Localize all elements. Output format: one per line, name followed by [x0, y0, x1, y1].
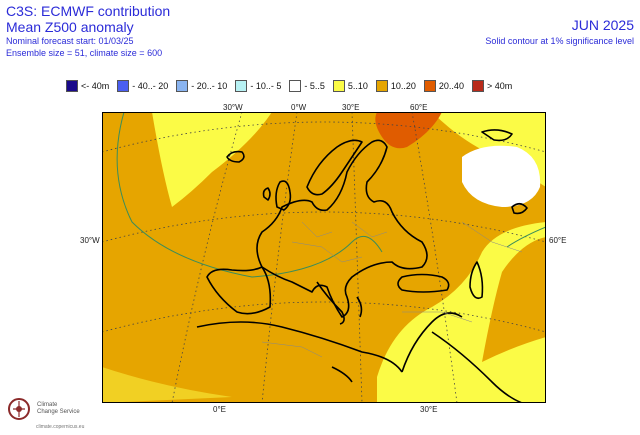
- legend-label: - 10..- 5: [250, 81, 282, 91]
- color-legend: <- 40m - 40..- 20 - 20..- 10 - 10..- 5 - 5..…: [66, 79, 520, 93]
- graticule-line-3: [351, 112, 363, 403]
- legend-item: - 5..5: [289, 80, 325, 92]
- graticule-line-5: [102, 121, 546, 153]
- legend-item: > 40m: [471, 80, 513, 92]
- lon-label-30e-top: 30°E: [342, 103, 360, 112]
- significance-contour-east: [506, 226, 546, 248]
- significance-note: Solid contour at 1% significance level: [485, 36, 634, 46]
- legend-item: 5..10: [332, 80, 368, 92]
- logo-line2: Change Service: [37, 409, 80, 415]
- legend-swatch: [176, 80, 189, 92]
- coastline-scandinavia: [306, 139, 363, 196]
- graticule-line-2: [261, 112, 298, 403]
- legend-label: <- 40m: [81, 81, 110, 91]
- coastline-greece: [356, 296, 363, 318]
- border-line-3: [351, 221, 388, 238]
- legend-swatch: [332, 80, 345, 92]
- legend-item: - 40..- 20: [117, 80, 168, 92]
- coastline-europe-main: [256, 139, 428, 318]
- lon-label-0e-bottom: 0°E: [213, 405, 226, 414]
- legend-swatch: [289, 80, 302, 92]
- legend-swatch: [375, 80, 388, 92]
- coastline-far-north: [481, 129, 513, 142]
- header-title: C3S: ECMWF contribution: [6, 3, 171, 19]
- legend-swatch: [423, 80, 436, 92]
- climate-change-service-icon: [8, 398, 30, 420]
- coastline-north-africa: [196, 321, 403, 373]
- legend-swatch: [117, 80, 130, 92]
- border-line-1: [291, 241, 363, 263]
- header-left: C3S: ECMWF contribution Mean Z500 anomal…: [6, 3, 170, 59]
- anomaly-map-orange-east-layer: [482, 237, 546, 362]
- coastline-caspian: [469, 261, 484, 300]
- lon-label-30e-bottom: 30°E: [420, 405, 438, 414]
- lat-label-left: 30°W: [80, 236, 100, 245]
- anomaly-map-yellow-southeast-layer: [377, 222, 546, 403]
- border-line-5: [261, 341, 323, 358]
- coastline-arabia: [431, 331, 523, 403]
- coastline-ireland: [262, 187, 271, 201]
- coastline-turkey-black-sea: [397, 273, 450, 293]
- legend-item: - 20..- 10: [176, 80, 227, 92]
- lon-label-60e-top: 60°E: [410, 103, 428, 112]
- header-right: JUN 2025 Solid contour at 1% significanc…: [485, 17, 634, 47]
- header-subtitle: Mean Z500 anomaly: [6, 19, 134, 35]
- coastlines: [196, 129, 528, 403]
- coastline-iceland: [226, 150, 245, 163]
- legend-label: 20..40: [438, 81, 464, 91]
- border-line-4: [402, 311, 473, 323]
- lon-label-0w-top: 0°W: [291, 103, 307, 112]
- legend-label: 10..20: [390, 81, 416, 91]
- lon-label-30w-top: 30°W: [223, 103, 243, 112]
- ensemble-size: Ensemble size = 51, climate size = 600: [6, 48, 163, 58]
- legend-label: - 40..- 20: [132, 81, 169, 91]
- graticule-line-7: [102, 301, 546, 333]
- legend-swatch: [66, 80, 78, 92]
- border-line-2: [301, 221, 333, 238]
- border-line-6: [461, 221, 523, 253]
- anomaly-map: [102, 112, 546, 403]
- coastline-levant: [401, 312, 463, 373]
- borders: [261, 221, 523, 358]
- anomaly-map-frame: [102, 112, 546, 403]
- anomaly-map-high-anomaly-top-layer: [375, 112, 442, 149]
- graticule: [102, 112, 546, 403]
- coastline-great-britain: [275, 180, 292, 211]
- legend-swatch: [471, 80, 484, 92]
- legend-label: - 5..5: [304, 81, 325, 91]
- anomaly-map-yellow-top-layer: [152, 112, 272, 207]
- legend-item: 10..20: [375, 80, 416, 92]
- coastline-novaya-zemlya: [511, 202, 528, 215]
- anomaly-map-neutral-east-layer: [462, 145, 541, 207]
- legend-item: 20..40: [423, 80, 464, 92]
- legend-label: > 40m: [486, 81, 513, 91]
- legend-label: 5..10: [347, 81, 368, 91]
- logo-url: climate.copernicus.eu: [36, 424, 85, 430]
- copernicus-logo: Climate Change Service: [6, 396, 80, 422]
- lat-label-right: 60°E: [549, 236, 567, 245]
- significance-contour-west: [116, 112, 383, 278]
- legend-label: - 20..- 10: [191, 81, 228, 91]
- legend-swatch: [235, 80, 248, 92]
- forecast-month: JUN 2025: [571, 17, 634, 33]
- graticule-line-4: [411, 112, 458, 403]
- graticule-line-6: [102, 211, 546, 243]
- logo-line1: Climate: [37, 402, 58, 408]
- coastline-north-africa-east: [331, 366, 353, 383]
- legend-item: - 10..- 5: [235, 80, 281, 92]
- anomaly-map-yellow-south-layer: [102, 367, 232, 403]
- legend-item: <- 40m: [66, 80, 109, 92]
- coastline-italy: [316, 281, 345, 325]
- coastline-iberia: [206, 266, 272, 315]
- forecast-start: Nominal forecast start: 01/03/25: [6, 36, 134, 46]
